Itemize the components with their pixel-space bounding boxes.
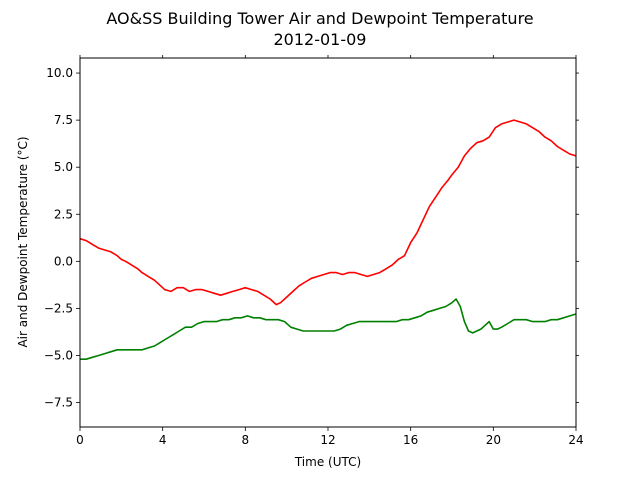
y-tick-label: 10.0 <box>46 66 73 80</box>
x-axis: 0 4 8 12 16 20 24 <box>76 55 584 447</box>
series-line-1 <box>79 119 577 306</box>
series-line-2 <box>80 298 577 361</box>
y-tick-label: 7.5 <box>54 113 73 127</box>
x-tick-label: 0 <box>76 433 84 447</box>
y-tick-label: −7.5 <box>44 396 73 410</box>
chart-subtitle: 2012-01-09 <box>274 30 367 49</box>
y-tick-label: 0.0 <box>54 254 73 268</box>
x-tick-label: 12 <box>320 433 335 447</box>
x-tick-label: 16 <box>403 433 418 447</box>
x-tick-label: 4 <box>159 433 167 447</box>
y-tick-label: 5.0 <box>54 160 73 174</box>
y-tick-label: −5.0 <box>44 348 73 362</box>
y-axis-label: Air and Dewpoint Temperature (°C) <box>16 136 30 347</box>
x-tick-label: 20 <box>486 433 501 447</box>
plot-background <box>80 58 576 427</box>
x-tick-label: 24 <box>568 433 583 447</box>
series-layer <box>79 119 577 361</box>
y-axis: −7.5 −5.0 −2.5 0.0 2.5 5.0 7.5 10.0 <box>44 66 579 410</box>
y-tick-label: 2.5 <box>54 207 73 221</box>
x-axis-label: Time (UTC) <box>294 455 361 469</box>
y-tick-label: −2.5 <box>44 301 73 315</box>
x-tick-label: 8 <box>242 433 250 447</box>
plot-area <box>79 57 577 428</box>
chart-title: AO&SS Building Tower Air and Dewpoint Te… <box>106 9 533 28</box>
